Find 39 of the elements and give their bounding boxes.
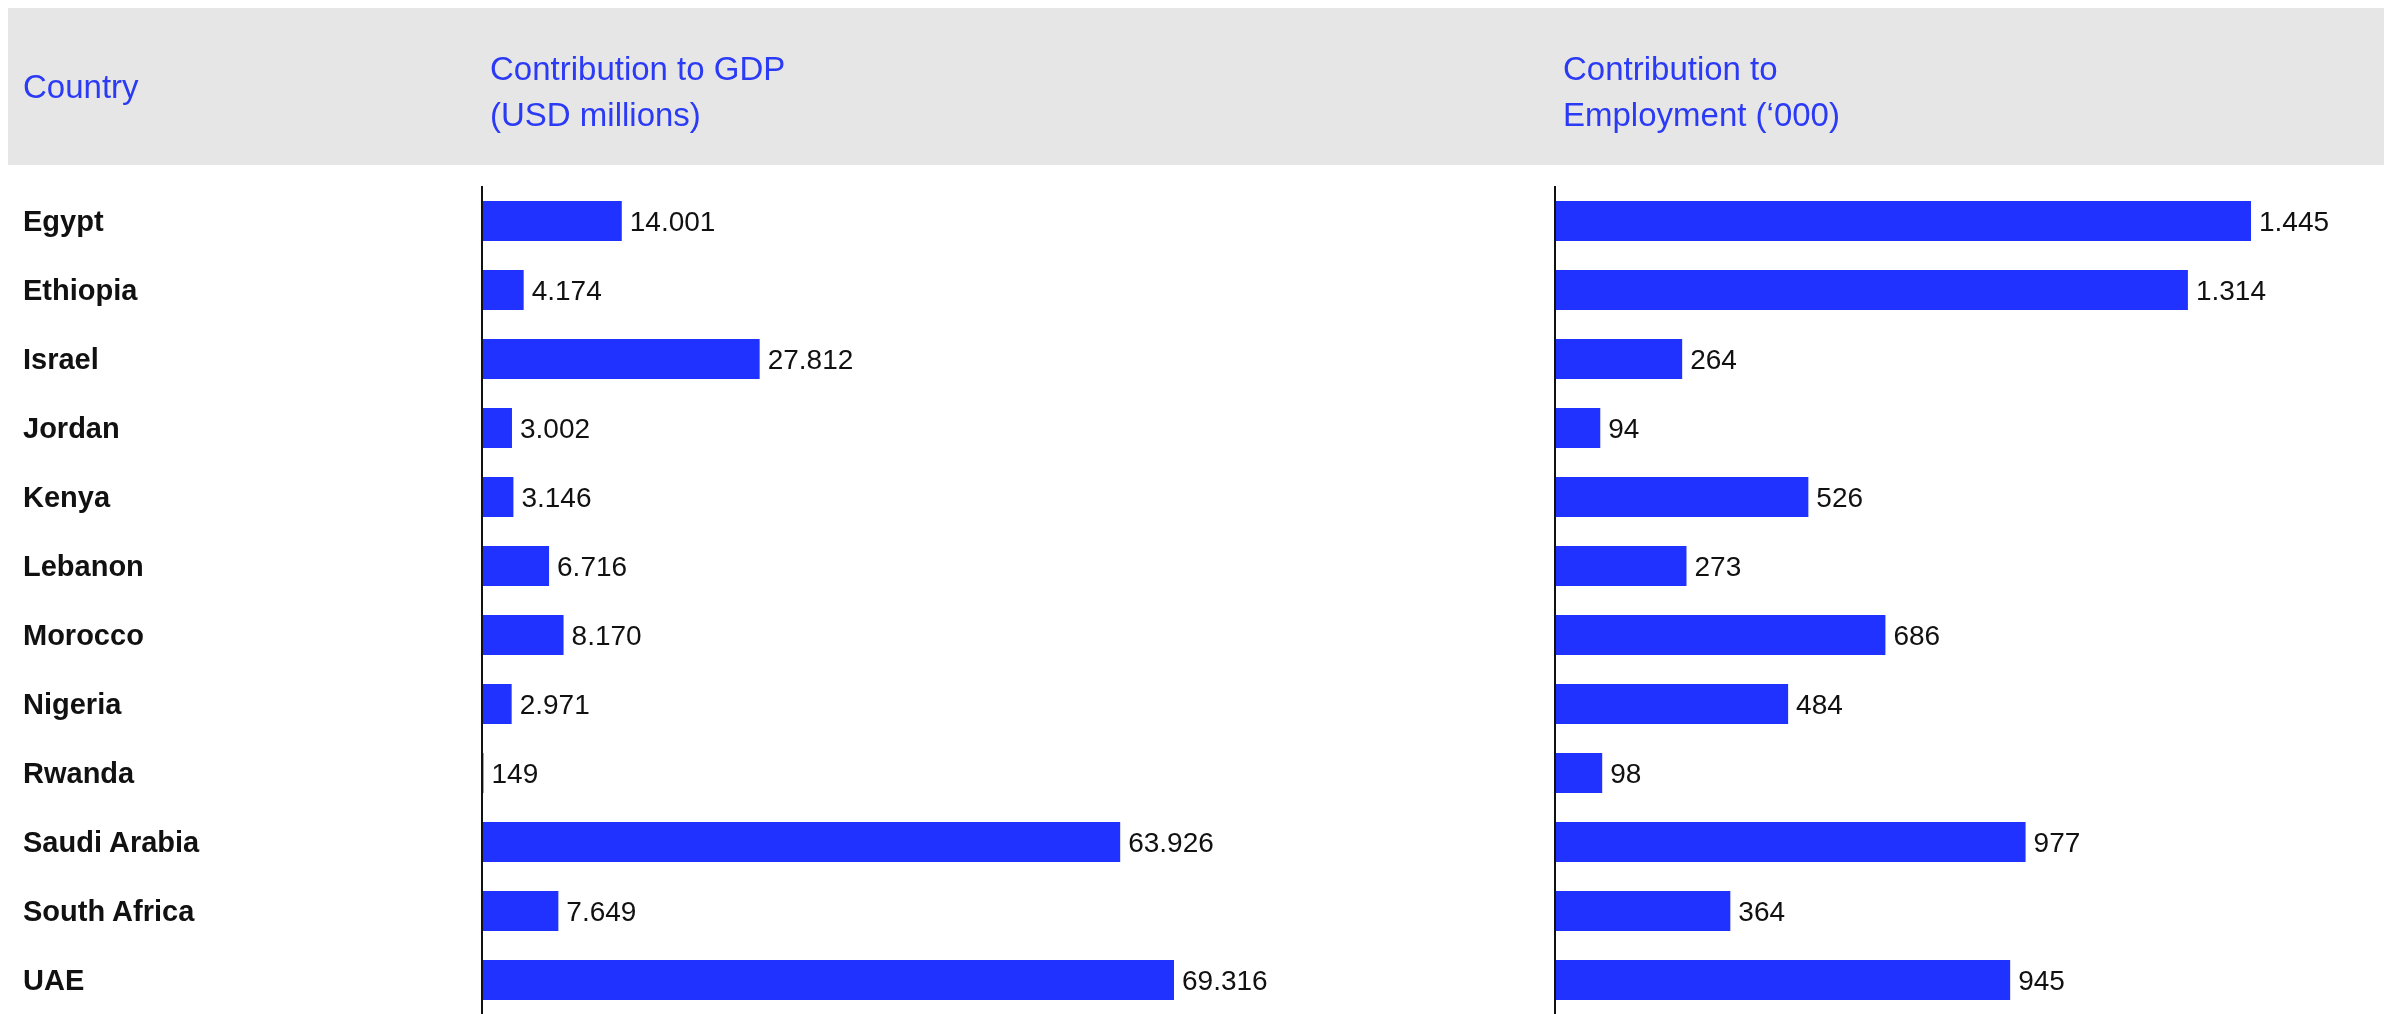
data-label: 2.971 (519, 688, 590, 720)
data-label: 3.002 (519, 412, 591, 444)
data-label: 8.170 (571, 619, 642, 651)
data-label: 69.316 (1182, 964, 1268, 996)
data-label: 273 (1694, 550, 1742, 582)
data-label: 4.174 (531, 274, 602, 306)
data-label: 94 (1608, 412, 1640, 444)
y-tick-label: Ethiopia (23, 273, 139, 306)
data-label: 1.445 (2259, 205, 2330, 237)
y-tick-label: Jordan (23, 411, 120, 444)
data-label: 977 (2033, 826, 2081, 858)
y-tick-label: Saudi Arabia (23, 825, 201, 858)
data-label: 686 (1893, 619, 1941, 651)
data-label: 14.001 (629, 205, 716, 237)
y-tick-label: Morocco (23, 618, 144, 651)
y-tick-label: South Africa (23, 894, 196, 927)
data-label: 945 (2018, 964, 2065, 996)
data-label: 98 (1610, 757, 1642, 789)
data-label: 264 (1690, 343, 1737, 375)
data-label: 7.649 (566, 895, 637, 927)
y-tick-label: Kenya (23, 480, 111, 513)
y-tick-label: Israel (23, 342, 99, 375)
data-label: 1.314 (2195, 274, 2266, 306)
x-axis-title: Contribution to Employment (‘000) (1563, 49, 1841, 135)
y-tick-label: Nigeria (23, 687, 123, 720)
data-label: 63.926 (1128, 826, 1214, 858)
data-label: 3.146 (521, 481, 592, 513)
y-axis-title: Country (23, 68, 139, 106)
data-label: 526 (1816, 481, 1864, 513)
y-tick-label: Egypt (23, 204, 104, 237)
data-label: 149 (491, 757, 539, 789)
y-tick-label: Lebanon (23, 549, 144, 582)
data-label: 364 (1738, 895, 1786, 927)
y-tick-label: Rwanda (23, 756, 136, 789)
data-label: 6.716 (557, 550, 628, 582)
y-tick-label: UAE (23, 963, 85, 996)
data-label: 484 (1796, 688, 1843, 720)
data-label: 27.812 (767, 343, 854, 375)
x-axis-title: Contribution to GDP (USD millions) (490, 49, 786, 135)
